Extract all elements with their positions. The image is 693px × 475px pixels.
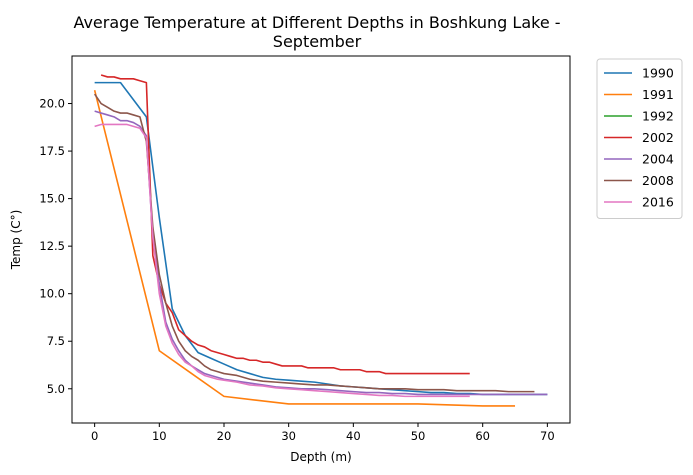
y-tick-label: 17.5: [39, 144, 65, 158]
legend-label-1992: 1992: [642, 109, 674, 124]
plot-area-frame: [71, 55, 571, 424]
x-tick-label: 70: [540, 429, 555, 443]
x-tick-label: 40: [346, 429, 361, 443]
legend-label-1990: 1990: [642, 66, 674, 81]
x-tick-label: 30: [281, 429, 296, 443]
series-line-2008: [93, 93, 535, 393]
legend-label-2008: 2008: [642, 173, 674, 188]
y-tick-label: 7.5: [47, 334, 65, 348]
legend-label-1991: 1991: [642, 87, 674, 102]
legend-label-2004: 2004: [642, 152, 674, 167]
legend-box: [596, 58, 683, 219]
x-tick-label: 50: [411, 429, 426, 443]
y-tick-label: 10.0: [39, 287, 65, 301]
legend-label-2002: 2002: [642, 130, 674, 145]
y-axis-ticks: 5.0 7.5 10.0 12.5 15.0 17.5 20.0: [39, 97, 72, 396]
x-tick-label: 10: [152, 429, 167, 443]
chart-title-line-1: Average Temperature at Different Depths …: [73, 13, 560, 32]
series-line-2004: [94, 110, 548, 396]
x-axis-label: Depth (m): [290, 450, 351, 464]
chart-title: Average Temperature at Different Depths …: [73, 13, 560, 51]
y-axis-label: Temp (C°): [9, 210, 23, 271]
series-line-1991: [93, 90, 516, 407]
series-line-2016: [94, 123, 470, 398]
chart-title-line-2: September: [273, 32, 362, 51]
x-tick-label: 60: [475, 429, 490, 443]
x-tick-label: 20: [217, 429, 232, 443]
plot-lines: [93, 74, 548, 407]
x-axis-ticks: 0 10 20 30 40 50 60 70: [91, 423, 555, 443]
y-tick-label: 12.5: [39, 239, 65, 253]
x-tick-label: 0: [91, 429, 98, 443]
y-tick-label: 15.0: [39, 192, 65, 206]
series-line-1990: [94, 81, 548, 396]
legend-label-2016: 2016: [642, 195, 674, 210]
legend: 1990 1991 1992 2002 2004 2008 2016: [596, 58, 683, 219]
y-tick-label: 5.0: [47, 382, 65, 396]
y-tick-label: 20.0: [39, 97, 65, 111]
series-line-2002: [100, 74, 470, 375]
